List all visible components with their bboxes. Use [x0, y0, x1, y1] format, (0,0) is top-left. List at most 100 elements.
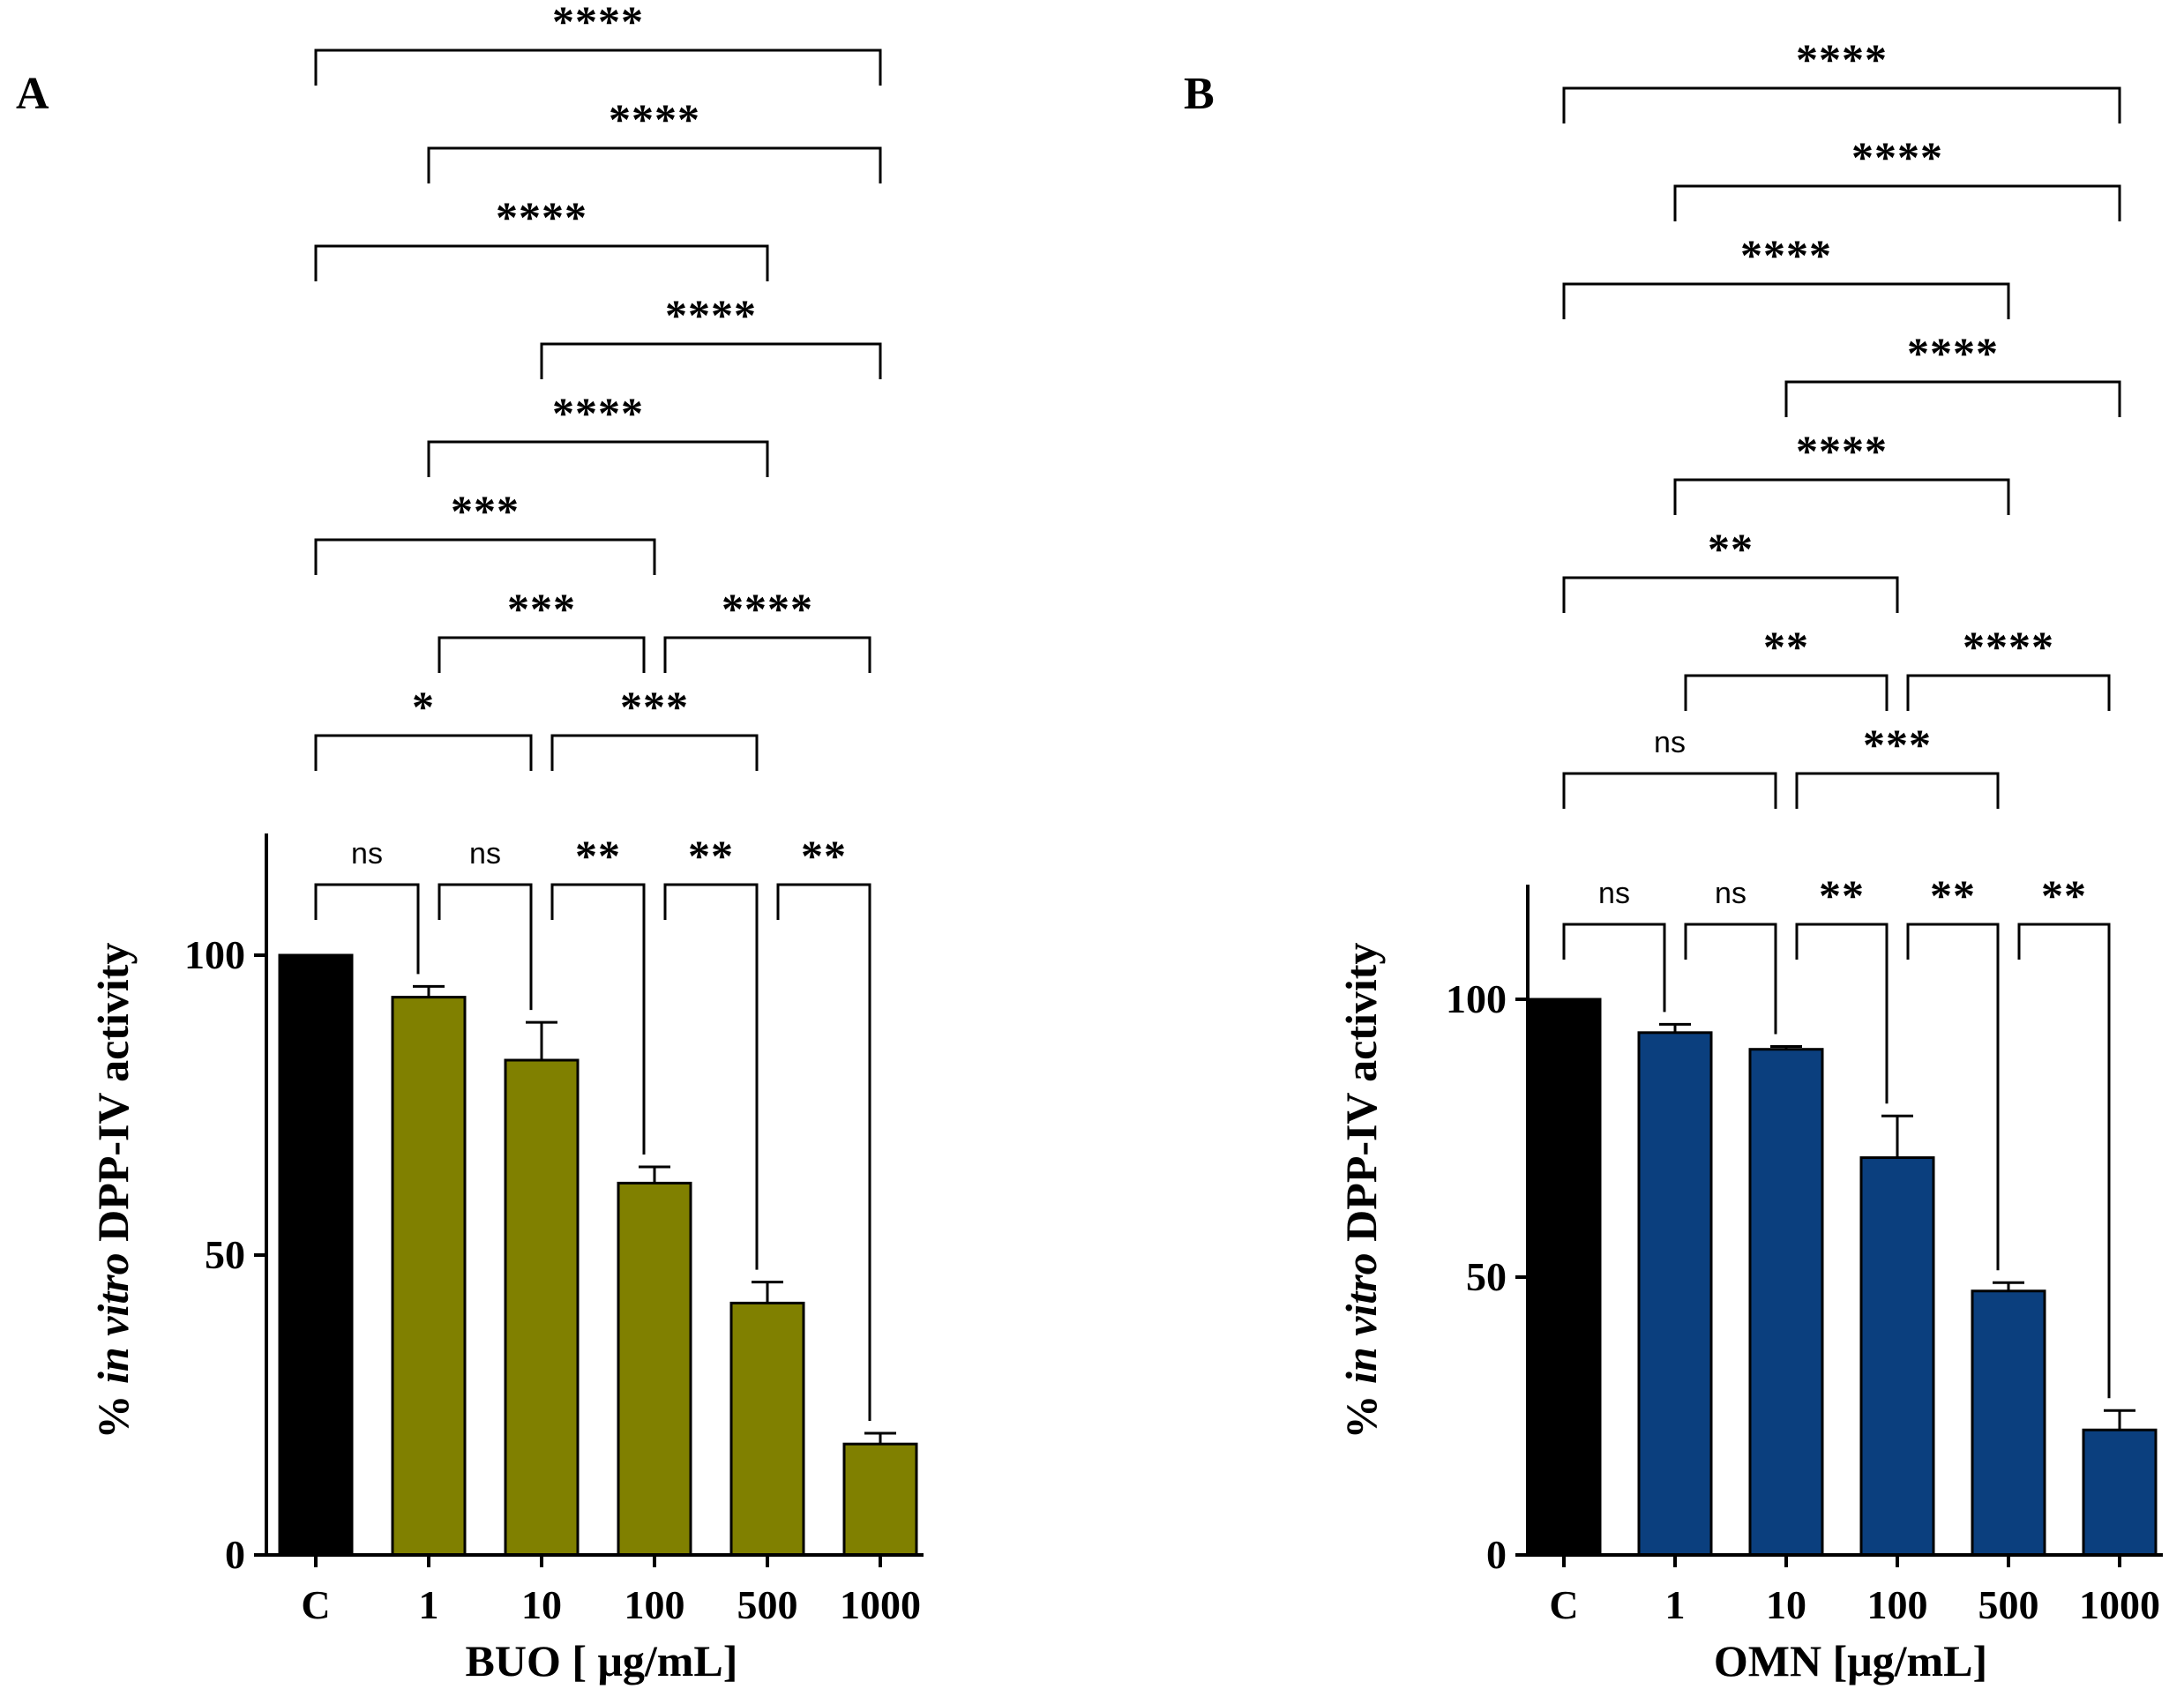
- panel-a-sig-label-1-vs-500: ****: [552, 388, 644, 437]
- panel-a-sig-label-C-vs-1000: ****: [552, 0, 644, 46]
- panel-b-sig-label-1-vs-100: **: [1763, 622, 1809, 671]
- panel-b-y-tick-label-50: 50: [1466, 1254, 1507, 1299]
- panel-a-y-title-italic: in vitro: [88, 1252, 138, 1384]
- panel-a-x-tick-label-100: 100: [625, 1582, 685, 1627]
- panel-a-bracket-1-vs-100: [438, 636, 646, 673]
- panel-b-sig-label-10-vs-1000: ****: [1907, 328, 1999, 377]
- panel-a-sig-label-1-vs-1000: ****: [609, 94, 700, 144]
- panel-a-y-tick-label-0: 0: [225, 1532, 245, 1577]
- panel-b-sig-label-C-vs-1000: ****: [1796, 34, 1888, 84]
- panel-b-sig-label-100-vs-500: **: [1930, 871, 1976, 920]
- panel-a-bracket-C-vs-1000: [314, 49, 882, 86]
- panel-a-bracket-10-vs-1000: [540, 342, 882, 379]
- panel-b-sig-label-C-vs-1: ns: [1598, 877, 1630, 910]
- panel-b-x-axis-title: OMN [μg/mL]: [1714, 1636, 1987, 1685]
- panel-a-sig-label-100-vs-500: **: [688, 831, 734, 880]
- panel-a-bracket-C-vs-500: [314, 244, 769, 281]
- panel-b-bracket-C-vs-10: [1562, 772, 1777, 809]
- panel-b-sig-label-1-vs-1000: ****: [1851, 132, 1943, 182]
- panel-a-sig-label-C-vs-500: ****: [496, 192, 587, 242]
- panel-b-bracket-10-vs-500: [1795, 772, 2000, 809]
- panel-b-bar-10: [1748, 1048, 1824, 1557]
- panel-a-x-tick-label-500: 500: [737, 1582, 798, 1627]
- panel-b-x-tick-label-C: C: [1549, 1582, 1578, 1627]
- panel-b-bracket-100-vs-500: [1906, 923, 2000, 1271]
- panel-a-y-tick-label-100: 100: [184, 932, 245, 977]
- panel-a-x-axis-title: BUO [ μg/mL]: [466, 1636, 738, 1685]
- panel-a-bracket-500-vs-1000: [776, 883, 871, 1421]
- panel-a-x-tick-label-10: 10: [521, 1582, 562, 1627]
- panel-b-x-tick-label-500: 500: [1978, 1582, 2039, 1627]
- panel-b-sig-label-C-vs-100: **: [1708, 524, 1754, 573]
- panel-b-sig-label-10-vs-100: **: [1819, 871, 1865, 920]
- panel-a-y-title-suffix: DPP-IV activity: [88, 943, 138, 1253]
- panel-a-bracket-1-vs-10: [438, 883, 533, 1011]
- panel-a-x-tick-label-1: 1: [419, 1582, 439, 1627]
- panel-b-y-axis-title: % in vitro DPP-IV activity: [1336, 943, 1386, 1439]
- panel-a-bracket-C-vs-10: [314, 734, 533, 771]
- panel-b-y-title-suffix: DPP-IV activity: [1336, 943, 1386, 1253]
- panel-b-y-tick-label-100: 100: [1446, 976, 1507, 1021]
- panel-a-sig-label-C-vs-100: ***: [451, 486, 520, 535]
- panel-b-bar-500: [1971, 1289, 2046, 1557]
- panel-a-chart: A % in vitro DPP-IV activity BUO [ μg/mL…: [16, 0, 924, 1685]
- panel-a-bar-1000: [842, 1442, 918, 1557]
- panel-a-bracket-1-vs-1000: [427, 146, 882, 183]
- panel-a-sig-label-C-vs-1: ns: [351, 837, 383, 871]
- panel-b-x-tick-label-1000: 1000: [2079, 1582, 2160, 1627]
- panel-b-sig-label-1-vs-10: ns: [1715, 877, 1746, 910]
- panel-a-y-axis-title: % in vitro DPP-IV activity: [88, 943, 138, 1439]
- panel-a-bar-C: [278, 953, 354, 1557]
- panel-a-y-tick-label-50: 50: [205, 1232, 245, 1277]
- panel-a-letter: A: [16, 69, 49, 119]
- panel-a-bracket-C-vs-100: [314, 538, 656, 575]
- panel-a-bar-100: [617, 1181, 692, 1557]
- panel-b-y-title-italic: in vitro: [1336, 1252, 1386, 1384]
- panel-a-bracket-1-vs-500: [427, 440, 769, 477]
- panel-b-bracket-C-vs-1000: [1562, 86, 2121, 123]
- panel-b-y-title-prefix: %: [1336, 1384, 1386, 1439]
- panel-a-x-tick-label-C: C: [301, 1582, 330, 1627]
- panel-b-sig-label-1-vs-500: ****: [1796, 426, 1888, 475]
- panel-b-chart: B % in vitro DPP-IV activity OMN [μg/mL]…: [1184, 34, 2163, 1685]
- panel-a-bracket-100-vs-1000: [663, 636, 871, 673]
- panel-a-sig-label-10-vs-1000: ****: [665, 290, 757, 340]
- panel-b-bar-1000: [2082, 1428, 2158, 1557]
- panel-a-bracket-10-vs-100: [550, 883, 646, 1155]
- panel-b-x-tick-label-10: 10: [1766, 1582, 1806, 1627]
- panel-b-bar-100: [1859, 1156, 1935, 1557]
- panel-b-sig-label-500-vs-1000: **: [2041, 871, 2087, 920]
- panel-a-y-title-prefix: %: [88, 1384, 138, 1439]
- panel-b-bracket-100-vs-1000: [1906, 674, 2111, 711]
- panel-b-x-tick-label-1: 1: [1665, 1582, 1686, 1627]
- panel-a-sig-label-10-vs-500: ***: [620, 682, 689, 731]
- panel-b-bracket-1-vs-10: [1684, 923, 1777, 1035]
- panel-a-sig-label-1-vs-10: ns: [469, 837, 501, 871]
- panel-a-sig-label-C-vs-10: *: [412, 682, 435, 731]
- panel-b-bracket-C-vs-1: [1562, 923, 1666, 1013]
- panel-b-sig-label-100-vs-1000: ****: [1963, 622, 2054, 671]
- panel-a-sig-label-1-vs-100: ***: [507, 584, 576, 633]
- panel-a-bracket-10-vs-500: [550, 734, 759, 771]
- panel-b-bracket-C-vs-100: [1562, 576, 1899, 613]
- panel-a-bracket-C-vs-1: [314, 883, 420, 975]
- panel-a-sig-label-500-vs-1000: **: [801, 831, 847, 880]
- panel-a-x-tick-label-1000: 1000: [840, 1582, 921, 1627]
- panel-b-bar-C: [1526, 998, 1602, 1557]
- panel-b-bracket-1-vs-1000: [1673, 184, 2121, 221]
- panel-b-sig-label-C-vs-500: ****: [1740, 230, 1832, 280]
- panel-b-x-tick-label-100: 100: [1867, 1582, 1928, 1627]
- panel-b-bracket-10-vs-1000: [1784, 380, 2121, 417]
- panel-b-sig-label-C-vs-10: ns: [1654, 726, 1686, 759]
- panel-b-bracket-1-vs-500: [1673, 478, 2010, 515]
- panel-a-bar-500: [729, 1301, 805, 1557]
- panel-b-y-tick-label-0: 0: [1486, 1532, 1507, 1577]
- panel-b-sig-label-10-vs-500: ***: [1863, 720, 1932, 769]
- panel-b-bracket-C-vs-500: [1562, 282, 2010, 319]
- panel-b-bracket-500-vs-1000: [2017, 923, 2111, 1399]
- panel-b-bracket-1-vs-100: [1684, 674, 1889, 711]
- panel-a-bracket-100-vs-500: [663, 883, 759, 1270]
- panel-a-bar-10: [504, 1058, 580, 1557]
- panel-a-bar-1: [391, 996, 467, 1557]
